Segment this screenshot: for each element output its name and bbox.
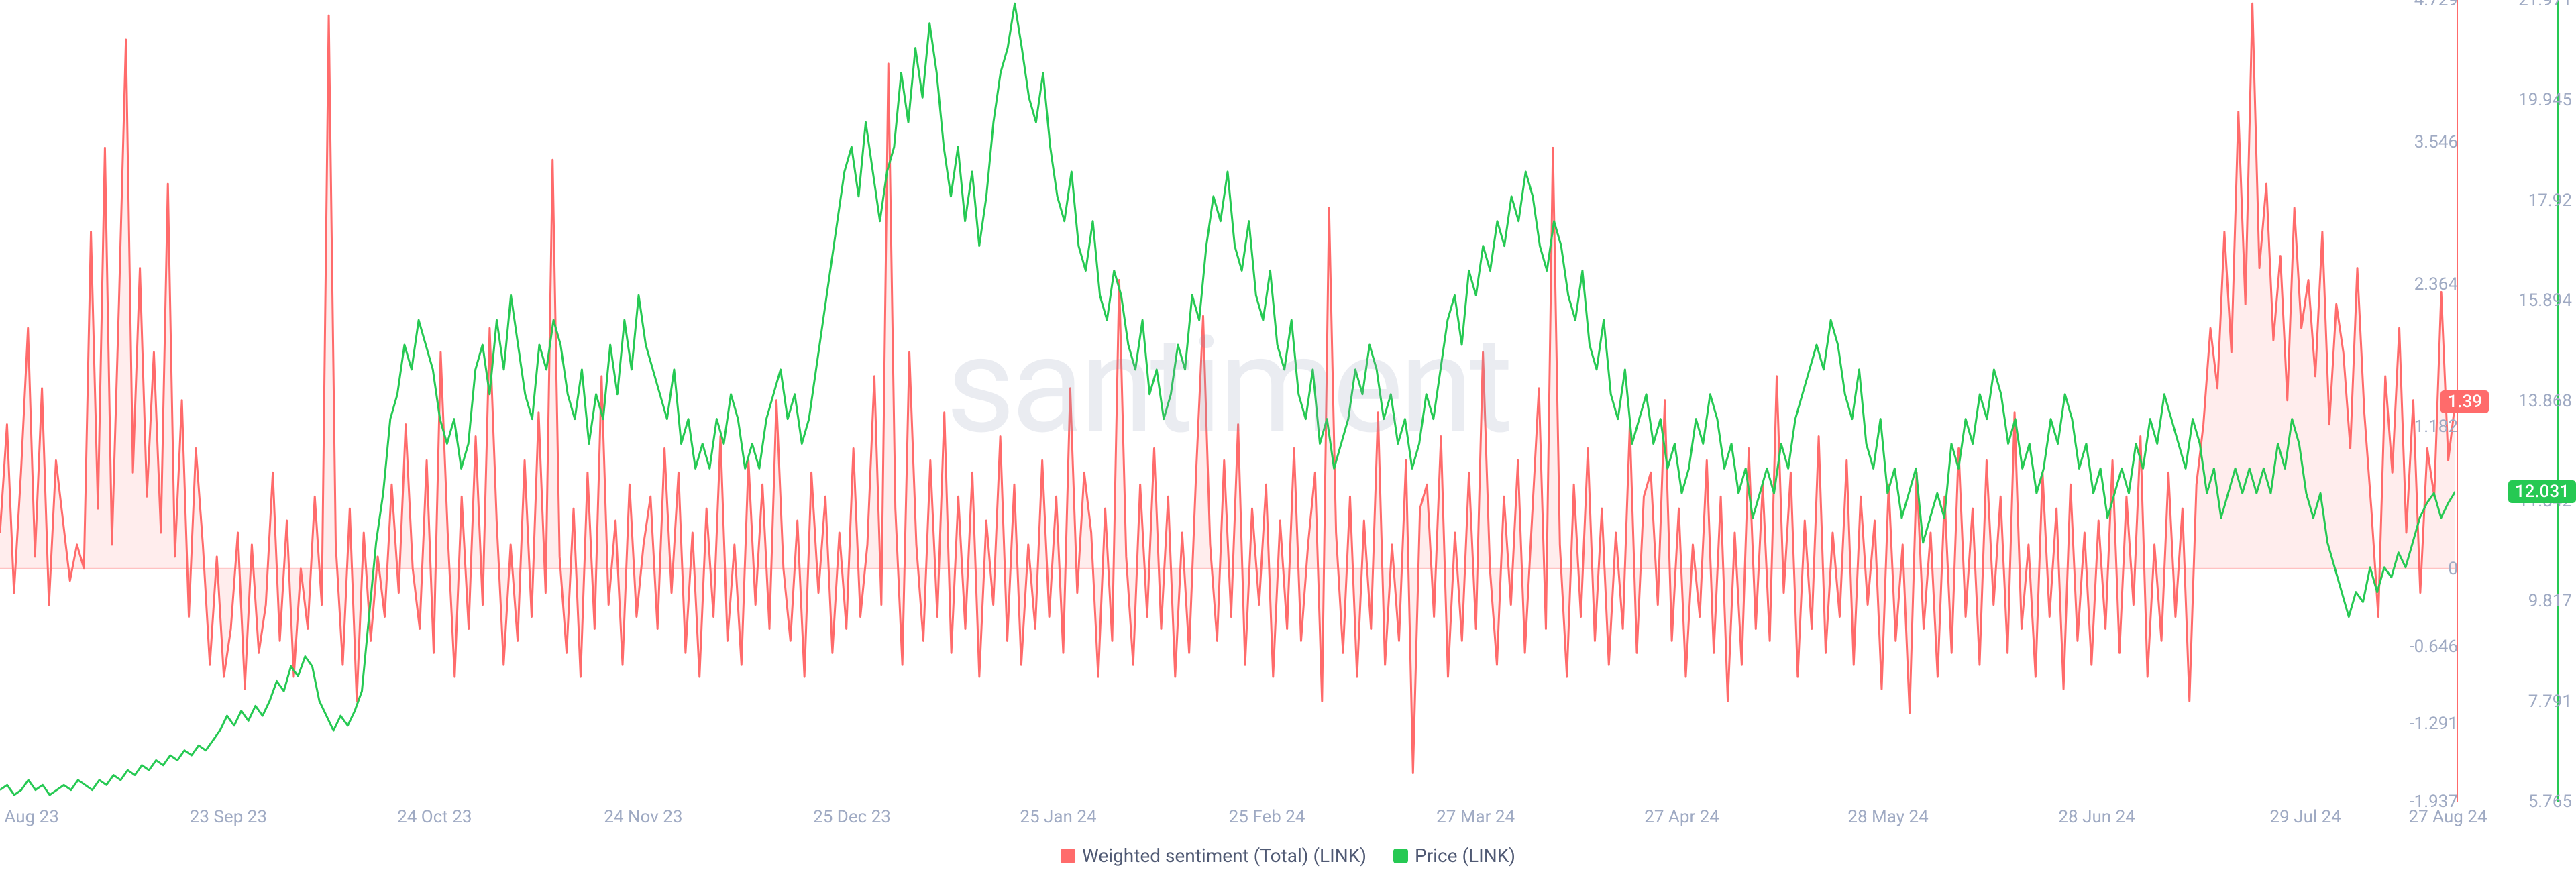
y-right-tick-label: 17.92 [2528,190,2572,211]
chart-legend: Weighted sentiment (Total) (LINK) Price … [1061,844,1515,867]
y-right-tick-label: 13.868 [2518,391,2572,411]
y-left-tick-label: -1.937 [2410,792,2459,812]
y-right-tick-label: 19.945 [2518,90,2572,110]
x-tick-label: 24 Nov 23 [604,807,682,827]
legend-item-price[interactable]: Price (LINK) [1393,844,1515,867]
x-tick-label: 25 Jan 24 [1020,807,1096,827]
x-tick-label: 25 Dec 23 [813,807,891,827]
legend-item-sentiment[interactable]: Weighted sentiment (Total) (LINK) [1061,844,1366,867]
sentiment-price-chart: santiment 23 Aug 23 23 Sep 23 24 Oct 23 24 … [0,0,2576,872]
sentiment-current-badge: 1.39 [2440,390,2489,413]
y-right-tick-label: 15.894 [2518,290,2572,311]
legend-label-sentiment: Weighted sentiment (Total) (LINK) [1082,844,1366,867]
x-tick-label: 23 Aug 23 [0,807,59,827]
chart-svg [0,0,2455,802]
x-tick-label: 25 Feb 24 [1229,807,1305,827]
plot-area[interactable]: santiment [0,0,2455,802]
x-tick-label: 28 May 24 [1847,807,1928,827]
y-left-tick-label: -1.291 [2410,714,2459,734]
x-tick-label: 27 Apr 24 [1644,807,1719,827]
y-left-tick-label: 2.364 [2414,274,2458,294]
y-left-tick-label: -0.646 [2410,637,2459,657]
y-left-tick-label: 3.546 [2414,132,2458,152]
y-right-tick-label: 9.817 [2528,591,2572,611]
legend-swatch-sentiment [1061,849,1075,863]
y-left-tick-label: 0 [2448,559,2458,579]
x-tick-label: 28 Jun 24 [2058,807,2135,827]
y-left-tick-label: 4.729 [2414,0,2458,10]
x-tick-label: 23 Sep 23 [190,807,267,827]
x-tick-label: 24 Oct 23 [397,807,472,827]
y-right-tick-label: 5.765 [2528,792,2572,812]
legend-label-price: Price (LINK) [1415,844,1515,867]
y-right-tick-label: 21.971 [2518,0,2572,10]
x-tick-label: 29 Jul 24 [2270,807,2341,827]
y-left-tick-label: 1.182 [2414,417,2458,437]
y-right-tick-label: 7.791 [2528,692,2572,712]
price-current-badge: 12.031 [2508,480,2576,503]
x-tick-label: 27 Mar 24 [1436,807,1515,827]
legend-swatch-price [1393,849,1408,863]
